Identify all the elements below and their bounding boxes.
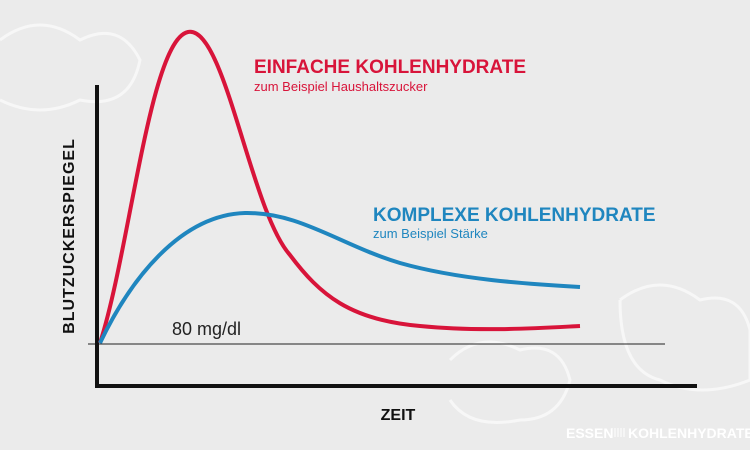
y-axis-label: BLUTZUCKERSPIEGEL [61,138,78,334]
complex-subtitle: zum Beispiel Stärke [373,226,488,241]
decoration [0,23,142,112]
simple-carbs-curve [98,29,581,344]
logo-right: KOHLENHYDRATE [628,425,750,441]
simple-subtitle: zum Beispiel Haushaltszucker [254,79,428,94]
baseline-label: 80 mg/dl [172,319,241,339]
complex-carbs-curve [98,210,581,344]
x-axis-label: ZEIT [381,407,416,424]
decoration [448,340,572,424]
complex-title: KOMPLEXE KOHLENHYDRATE [373,205,656,226]
logo-mark [611,428,625,437]
simple-title: EINFACHE KOHLENHYDRATE [254,57,526,78]
logo-left: ESSEN [566,425,613,441]
